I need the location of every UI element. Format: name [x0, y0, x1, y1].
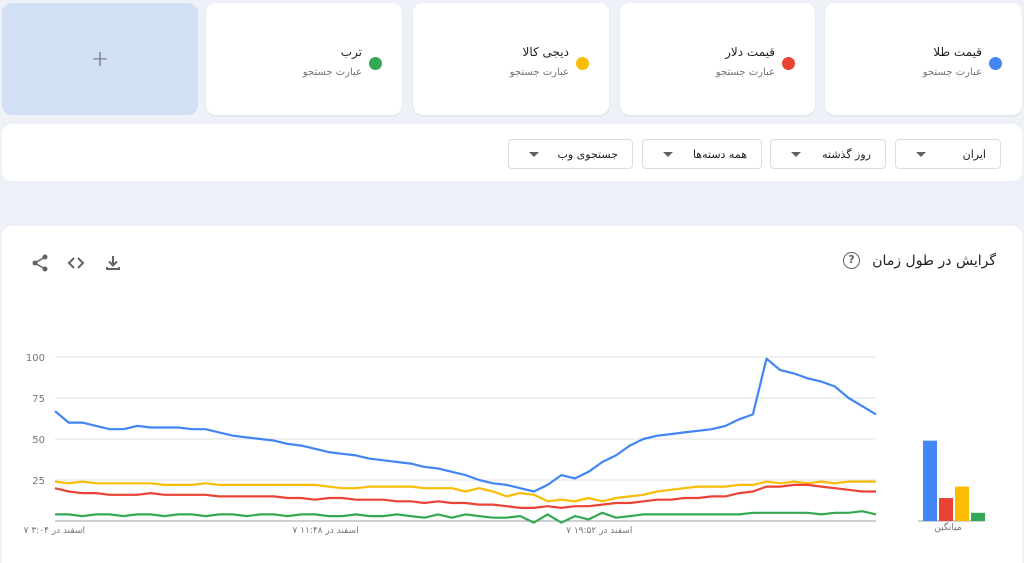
- y-tick-label: 100: [26, 353, 45, 364]
- filter-label: روز گذشته: [822, 148, 871, 161]
- chevron-down-icon: [916, 152, 926, 157]
- plus-icon: +: [90, 46, 110, 72]
- average-bar: [939, 498, 953, 521]
- term-type: عبارت جستجو: [922, 67, 982, 78]
- filter-label: همه دسته‌ها: [692, 148, 747, 161]
- term-card-dollar-price[interactable]: قیمت دلار عبارت جستجو: [620, 3, 815, 115]
- filter-label: جستجوی وب: [557, 148, 619, 161]
- term-card-digikala[interactable]: دیجی کالا عبارت جستجو: [413, 3, 609, 115]
- term-card-gold-price[interactable]: قیمت طلا عبارت جستجو: [825, 3, 1022, 115]
- filter-search-type-dropdown[interactable]: جستجوی وب: [508, 139, 633, 169]
- x-tick-label: ۷ اسفند در ۳:۰۴: [24, 526, 85, 536]
- filter-label: ایران: [962, 148, 986, 161]
- filter-region-dropdown[interactable]: ایران: [895, 139, 1001, 169]
- average-bar: [923, 440, 937, 521]
- term-name: قیمت طلا: [933, 45, 982, 59]
- y-tick-label: 25: [32, 476, 45, 487]
- series-line: [54, 483, 876, 509]
- chevron-down-icon: [791, 152, 801, 157]
- average-bar: [955, 486, 969, 521]
- chevron-down-icon: [663, 152, 673, 157]
- series-line: [54, 480, 876, 503]
- term-color-dot: [369, 57, 382, 70]
- filter-category-dropdown[interactable]: همه دسته‌ها: [642, 139, 762, 169]
- term-color-dot: [576, 57, 589, 70]
- add-comparison-button[interactable]: +: [2, 3, 198, 115]
- panel-title: گرایش در طول زمان: [872, 253, 996, 269]
- series-line: [54, 357, 877, 493]
- y-tick-label: 50: [32, 435, 45, 446]
- term-name: دیجی کالا: [522, 45, 569, 59]
- term-card-torob[interactable]: ترب عبارت جستجو: [206, 3, 402, 115]
- chevron-down-icon: [529, 152, 539, 157]
- download-icon[interactable]: [103, 253, 123, 273]
- embed-code-icon[interactable]: [66, 253, 86, 273]
- average-bar: [971, 512, 985, 521]
- term-name: قیمت دلار: [725, 45, 775, 59]
- term-type: عبارت جستجو: [509, 67, 569, 78]
- term-name: ترب: [340, 45, 362, 59]
- average-label: میانگین: [934, 523, 962, 533]
- x-tick-label: ۷ اسفند در ۱۱:۴۸: [292, 526, 358, 536]
- term-color-dot: [782, 57, 795, 70]
- share-icon[interactable]: [30, 253, 50, 273]
- series-line: [55, 510, 877, 524]
- term-type: عبارت جستجو: [302, 67, 362, 78]
- term-color-dot: [989, 57, 1002, 70]
- x-tick-label: ۷ اسفند در ۱۹:۵۲: [566, 526, 632, 536]
- term-type: عبارت جستجو: [715, 67, 775, 78]
- filter-time-dropdown[interactable]: روز گذشته: [770, 139, 886, 169]
- y-tick-label: 75: [32, 394, 45, 405]
- question-circle-icon[interactable]: ?: [843, 252, 860, 269]
